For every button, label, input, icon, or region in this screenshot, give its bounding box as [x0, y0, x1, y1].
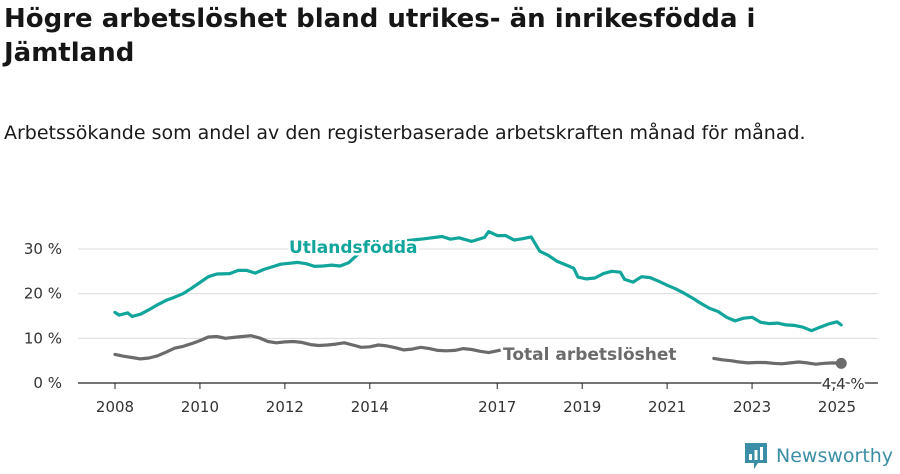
- x-tick-label: 2014: [351, 398, 389, 416]
- x-tick-label: 2019: [563, 398, 601, 416]
- y-tick-label: 10 %: [24, 329, 62, 347]
- series-line-total: [712, 356, 843, 366]
- x-tick-label: 2008: [96, 398, 134, 416]
- series-line-utlandsfodda: [113, 230, 843, 333]
- newsworthy-brand: Newsworthy: [744, 440, 893, 472]
- x-tick-label: 2017: [478, 398, 516, 416]
- x-tick-label: 2025: [818, 398, 856, 416]
- y-tick-label: 0 %: [33, 374, 62, 392]
- series-line-total: [113, 334, 512, 361]
- brand-name: Newsworthy: [776, 445, 894, 467]
- x-tick-label: 2021: [648, 398, 686, 416]
- end-value-label: 4,4 %: [822, 375, 865, 393]
- series-label-total: Total arbetslöshet: [503, 345, 677, 365]
- series-label-utlandsfodda: Utlandsfödda: [289, 238, 418, 258]
- y-tick-label: 30 %: [24, 240, 62, 258]
- chart-title: Högre arbetslöshet bland utrikes- än inr…: [4, 4, 756, 68]
- x-tick-label: 2012: [266, 398, 304, 416]
- chart-subtitle: Arbetssökande som andel av den registerb…: [4, 122, 806, 144]
- x-tick-label: 2010: [181, 398, 219, 416]
- x-tick-label: 2023: [733, 398, 771, 416]
- newsworthy-logo-icon: [744, 442, 768, 470]
- end-point-total: [835, 357, 847, 369]
- y-tick-label: 20 %: [24, 285, 62, 303]
